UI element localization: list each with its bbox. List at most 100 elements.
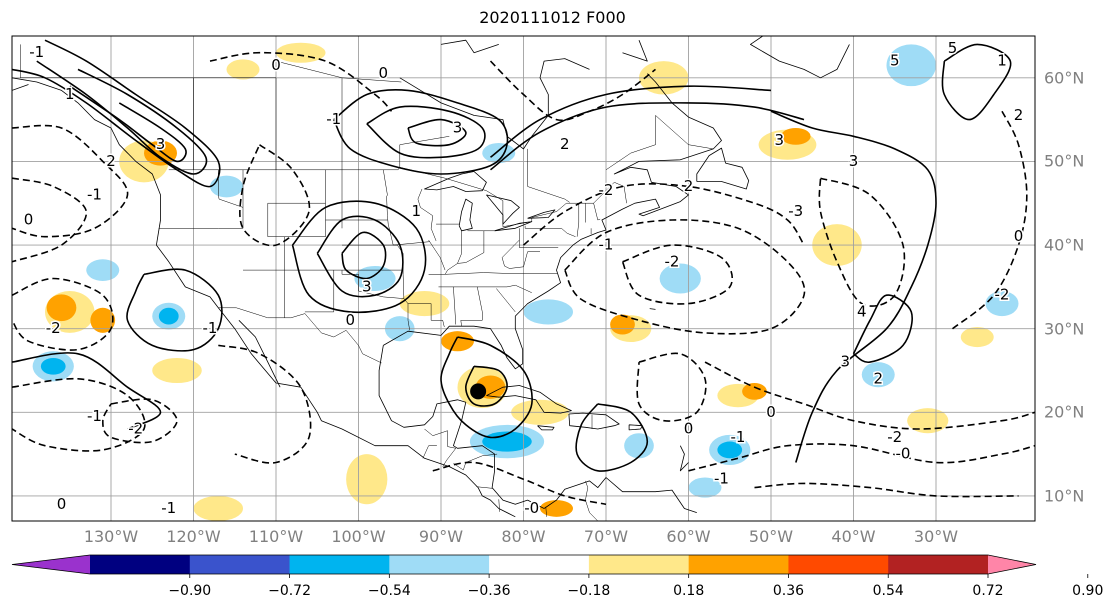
contour-label: 3: [156, 135, 166, 153]
contour-label: 1: [997, 52, 1007, 70]
border-line: [304, 270, 335, 313]
border-line: [545, 506, 547, 517]
contour-label: 0: [1014, 227, 1024, 245]
longitude-tick-label: 70°W: [583, 527, 629, 546]
border-line: [655, 115, 714, 150]
positive-contour: [341, 231, 387, 280]
coastline: [378, 345, 545, 509]
colorbar-tick-label: 0.72: [972, 583, 1004, 599]
colorbar-tick-label: −0.54: [367, 583, 411, 599]
positive-contour: [333, 88, 509, 175]
positive-contour: [36, 60, 208, 175]
negative-contour: [754, 482, 1019, 498]
longitude-tick-label: 30°W: [913, 527, 959, 546]
contour-label: 2: [106, 152, 116, 170]
positive-contour: [366, 105, 486, 159]
positive-anomaly-patch: [742, 383, 767, 400]
negative-anomaly-patch: [624, 433, 654, 459]
contour-label: -1: [731, 428, 746, 446]
negative-anomaly-patch: [717, 441, 743, 459]
colorbar-tick-label: 0.36: [772, 583, 805, 599]
contour-labels: 321-10 0-1 313-2-102-2-1-223-3355120-2432-…: [22, 38, 1025, 519]
negative-anomaly-patch: [210, 175, 243, 198]
positive-contour: [490, 102, 805, 171]
longitude-tick-label: 60°W: [666, 527, 711, 546]
contour-label: -2: [46, 319, 61, 337]
negative-contour: [818, 177, 906, 307]
contour-label: -2: [995, 286, 1010, 304]
contour-label: 0: [684, 420, 694, 438]
positive-contour: [575, 403, 649, 472]
colorbar-segment: [90, 555, 191, 574]
map-title: 2020111012 F000: [479, 8, 626, 27]
contour-label: 5: [948, 39, 958, 57]
longitude-tick-label: 40°W: [831, 527, 876, 546]
negative-contour: [432, 461, 607, 506]
contour-label: 0: [24, 210, 34, 228]
contour-label: -1: [326, 110, 341, 128]
border-line: [158, 169, 244, 229]
positive-contour: [852, 294, 913, 364]
colorbar-tick-label: −0.36: [467, 583, 511, 599]
coastline: [12, 77, 516, 518]
negative-contour: [12, 377, 146, 452]
colorbar-segment: [489, 555, 590, 574]
colorbar-segment: [788, 555, 889, 574]
colorbar-outline: [11, 554, 1037, 575]
negative-anomaly-patch: [659, 263, 701, 294]
positive-anomaly-patch: [441, 331, 474, 352]
positive-anomaly-patch: [907, 408, 949, 434]
negative-anomaly-patch: [158, 307, 179, 325]
coastline: [527, 209, 556, 219]
border-line: [501, 239, 540, 269]
contour-label: 3: [453, 118, 463, 136]
latitude-tick-label: 50°N: [1044, 151, 1085, 171]
border-line: [496, 288, 516, 313]
positive-anomaly-patch: [610, 314, 635, 335]
positive-anomaly-patch: [46, 294, 77, 322]
contour-label: -2: [128, 420, 143, 438]
contour-label: 0: [345, 311, 355, 329]
positive-anomaly-patch: [152, 357, 202, 384]
positive-contour: [69, 85, 187, 163]
map-frame: [11, 35, 1036, 522]
coastline: [424, 171, 487, 192]
colorbar-segment: [688, 555, 789, 574]
negative-anomaly-patch: [482, 431, 532, 452]
border-line: [399, 136, 450, 168]
negative-contour: [636, 352, 707, 422]
colorbar-tick-label: −0.72: [268, 583, 311, 599]
negative-contour: [12, 124, 129, 238]
contour-label: 1: [411, 202, 421, 220]
negative-anomaly-patch: [86, 259, 120, 282]
border-line: [402, 274, 405, 299]
coastline: [12, 84, 29, 91]
negative-contour: [12, 277, 114, 351]
contour-label: 4: [857, 302, 867, 320]
latitude-tick-label: 20°N: [1044, 402, 1085, 422]
border-line: [428, 272, 558, 275]
coastlines: [12, 36, 850, 518]
positive-anomaly-patch: [226, 59, 260, 80]
longitude-tick-label: 90°W: [418, 527, 464, 546]
contour-label: 2: [560, 135, 570, 153]
coastline: [628, 424, 643, 431]
border-line: [605, 115, 656, 171]
border-line: [218, 169, 244, 208]
border-line: [444, 252, 485, 275]
negative-anomaly-patch: [688, 477, 722, 498]
contour-label: -2: [665, 252, 680, 270]
contour-label: 1: [65, 85, 75, 103]
contour-label: 2: [873, 369, 883, 387]
colorbar-tick-label: −0.90: [168, 583, 212, 599]
contour-label: 0: [57, 495, 67, 513]
negative-contour: [522, 183, 805, 246]
negative-contour: [101, 398, 178, 444]
border-line: [438, 284, 532, 293]
contour-label: 3: [849, 152, 859, 170]
positive-contour: [407, 118, 467, 147]
border-line: [417, 188, 437, 241]
border-line: [428, 239, 446, 271]
negative-anomaly-patch: [354, 265, 396, 292]
